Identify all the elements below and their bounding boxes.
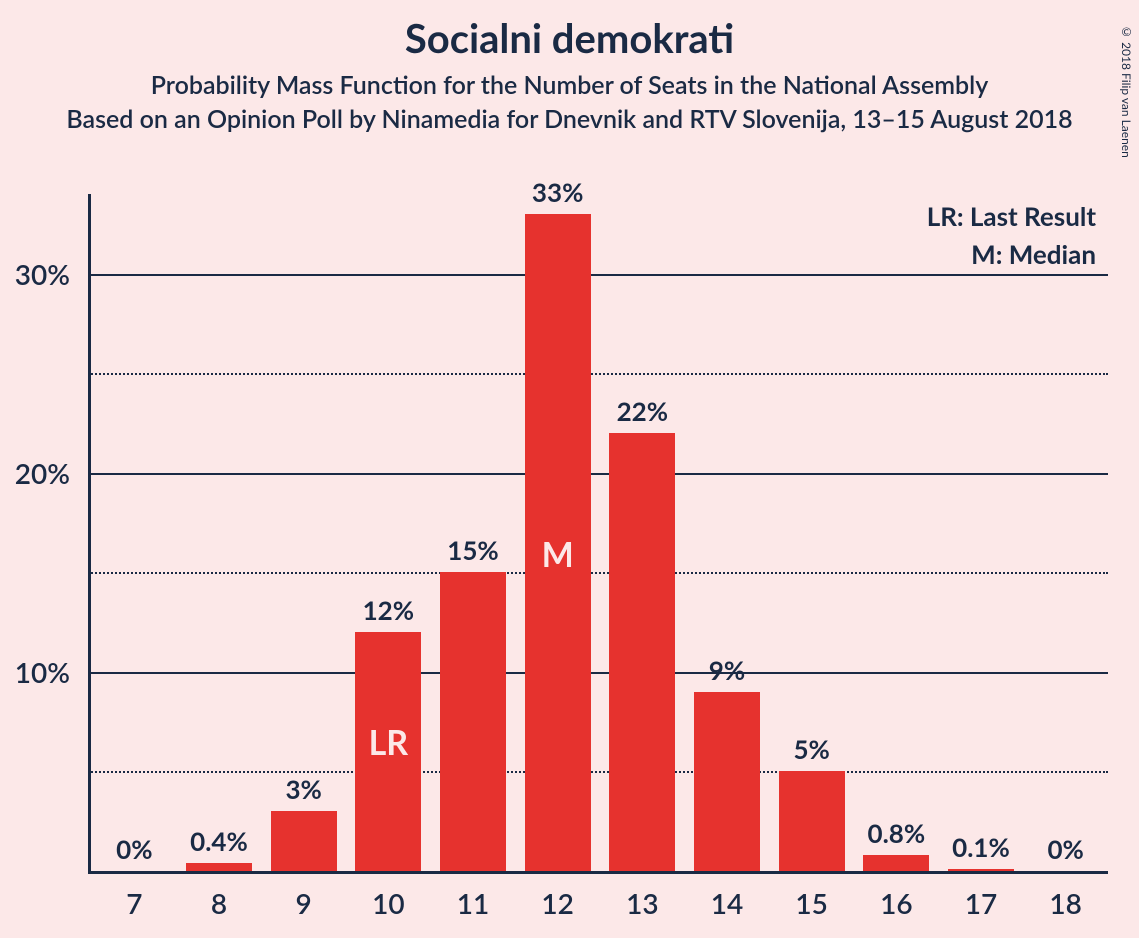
- y-axis-tick-label: 10%: [0, 655, 70, 689]
- x-axis-tick-label: 9: [296, 886, 312, 920]
- y-axis-tick-label: 20%: [0, 456, 70, 490]
- x-axis-tick-label: 12: [541, 886, 573, 920]
- gridline-major: [88, 473, 1108, 475]
- bar-value-label: 0%: [116, 833, 152, 865]
- bar-value-label: 9%: [709, 654, 745, 686]
- x-axis-tick-label: 13: [626, 886, 658, 920]
- bar-value-label: 0.4%: [190, 825, 248, 857]
- bar: [779, 771, 845, 871]
- bar-chart-plot: LR: Last Result M: Median 10%20%30%0%70.…: [88, 194, 1108, 874]
- chart-subtitle-2: Based on an Opinion Poll by Ninamedia fo…: [0, 104, 1139, 134]
- x-axis-tick-label: 18: [1049, 886, 1081, 920]
- legend-lr: LR: Last Result: [927, 198, 1096, 236]
- bar-value-label: 3%: [285, 773, 321, 805]
- gridline-major: [88, 274, 1108, 276]
- bar: [609, 433, 675, 871]
- bar-inner-label: M: [542, 534, 574, 575]
- bar: [271, 811, 337, 871]
- bar-value-label: 33%: [532, 176, 583, 208]
- gridline-minor: [88, 572, 1108, 574]
- chart-subtitle-1: Probability Mass Function for the Number…: [0, 70, 1139, 100]
- x-axis-tick-label: 7: [126, 886, 142, 920]
- x-axis: [88, 871, 1108, 874]
- y-axis-tick-label: 30%: [0, 257, 70, 291]
- bar: [863, 855, 929, 871]
- x-axis-tick-label: 17: [965, 886, 997, 920]
- bar-value-label: 0.1%: [952, 831, 1010, 863]
- gridline-minor: [88, 771, 1108, 773]
- chart-legend: LR: Last Result M: Median: [927, 198, 1096, 273]
- gridline-minor: [88, 373, 1108, 375]
- bar: [440, 572, 506, 871]
- x-axis-tick-label: 11: [457, 886, 489, 920]
- bar-value-label: 0.8%: [868, 817, 926, 849]
- y-axis: [88, 194, 91, 874]
- bar-value-label: 5%: [793, 733, 829, 765]
- chart-area: LR: Last Result M: Median 10%20%30%0%70.…: [88, 194, 1108, 874]
- bar-value-label: 15%: [447, 534, 498, 566]
- bar-value-label: 0%: [1047, 833, 1083, 865]
- bar-value-label: 12%: [363, 594, 414, 626]
- bar: [694, 692, 760, 871]
- chart-title: Socialni demokrati: [0, 14, 1139, 62]
- copyright-text: © 2018 Filip van Laenen: [1119, 24, 1134, 158]
- x-axis-tick-label: 15: [795, 886, 827, 920]
- bar: [948, 869, 1014, 871]
- legend-m: M: Median: [927, 236, 1096, 274]
- bar: [186, 863, 252, 871]
- x-axis-tick-label: 8: [211, 886, 227, 920]
- x-axis-tick-label: 10: [372, 886, 404, 920]
- bar-inner-label: LR: [369, 722, 409, 763]
- bar-value-label: 22%: [617, 395, 668, 427]
- x-axis-tick-label: 16: [880, 886, 912, 920]
- x-axis-tick-label: 14: [711, 886, 743, 920]
- gridline-major: [88, 672, 1108, 674]
